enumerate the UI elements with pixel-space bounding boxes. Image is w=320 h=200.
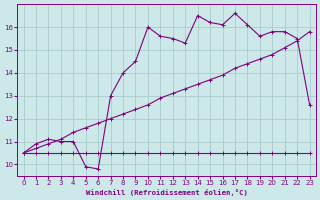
X-axis label: Windchill (Refroidissement éolien,°C): Windchill (Refroidissement éolien,°C) <box>86 189 248 196</box>
